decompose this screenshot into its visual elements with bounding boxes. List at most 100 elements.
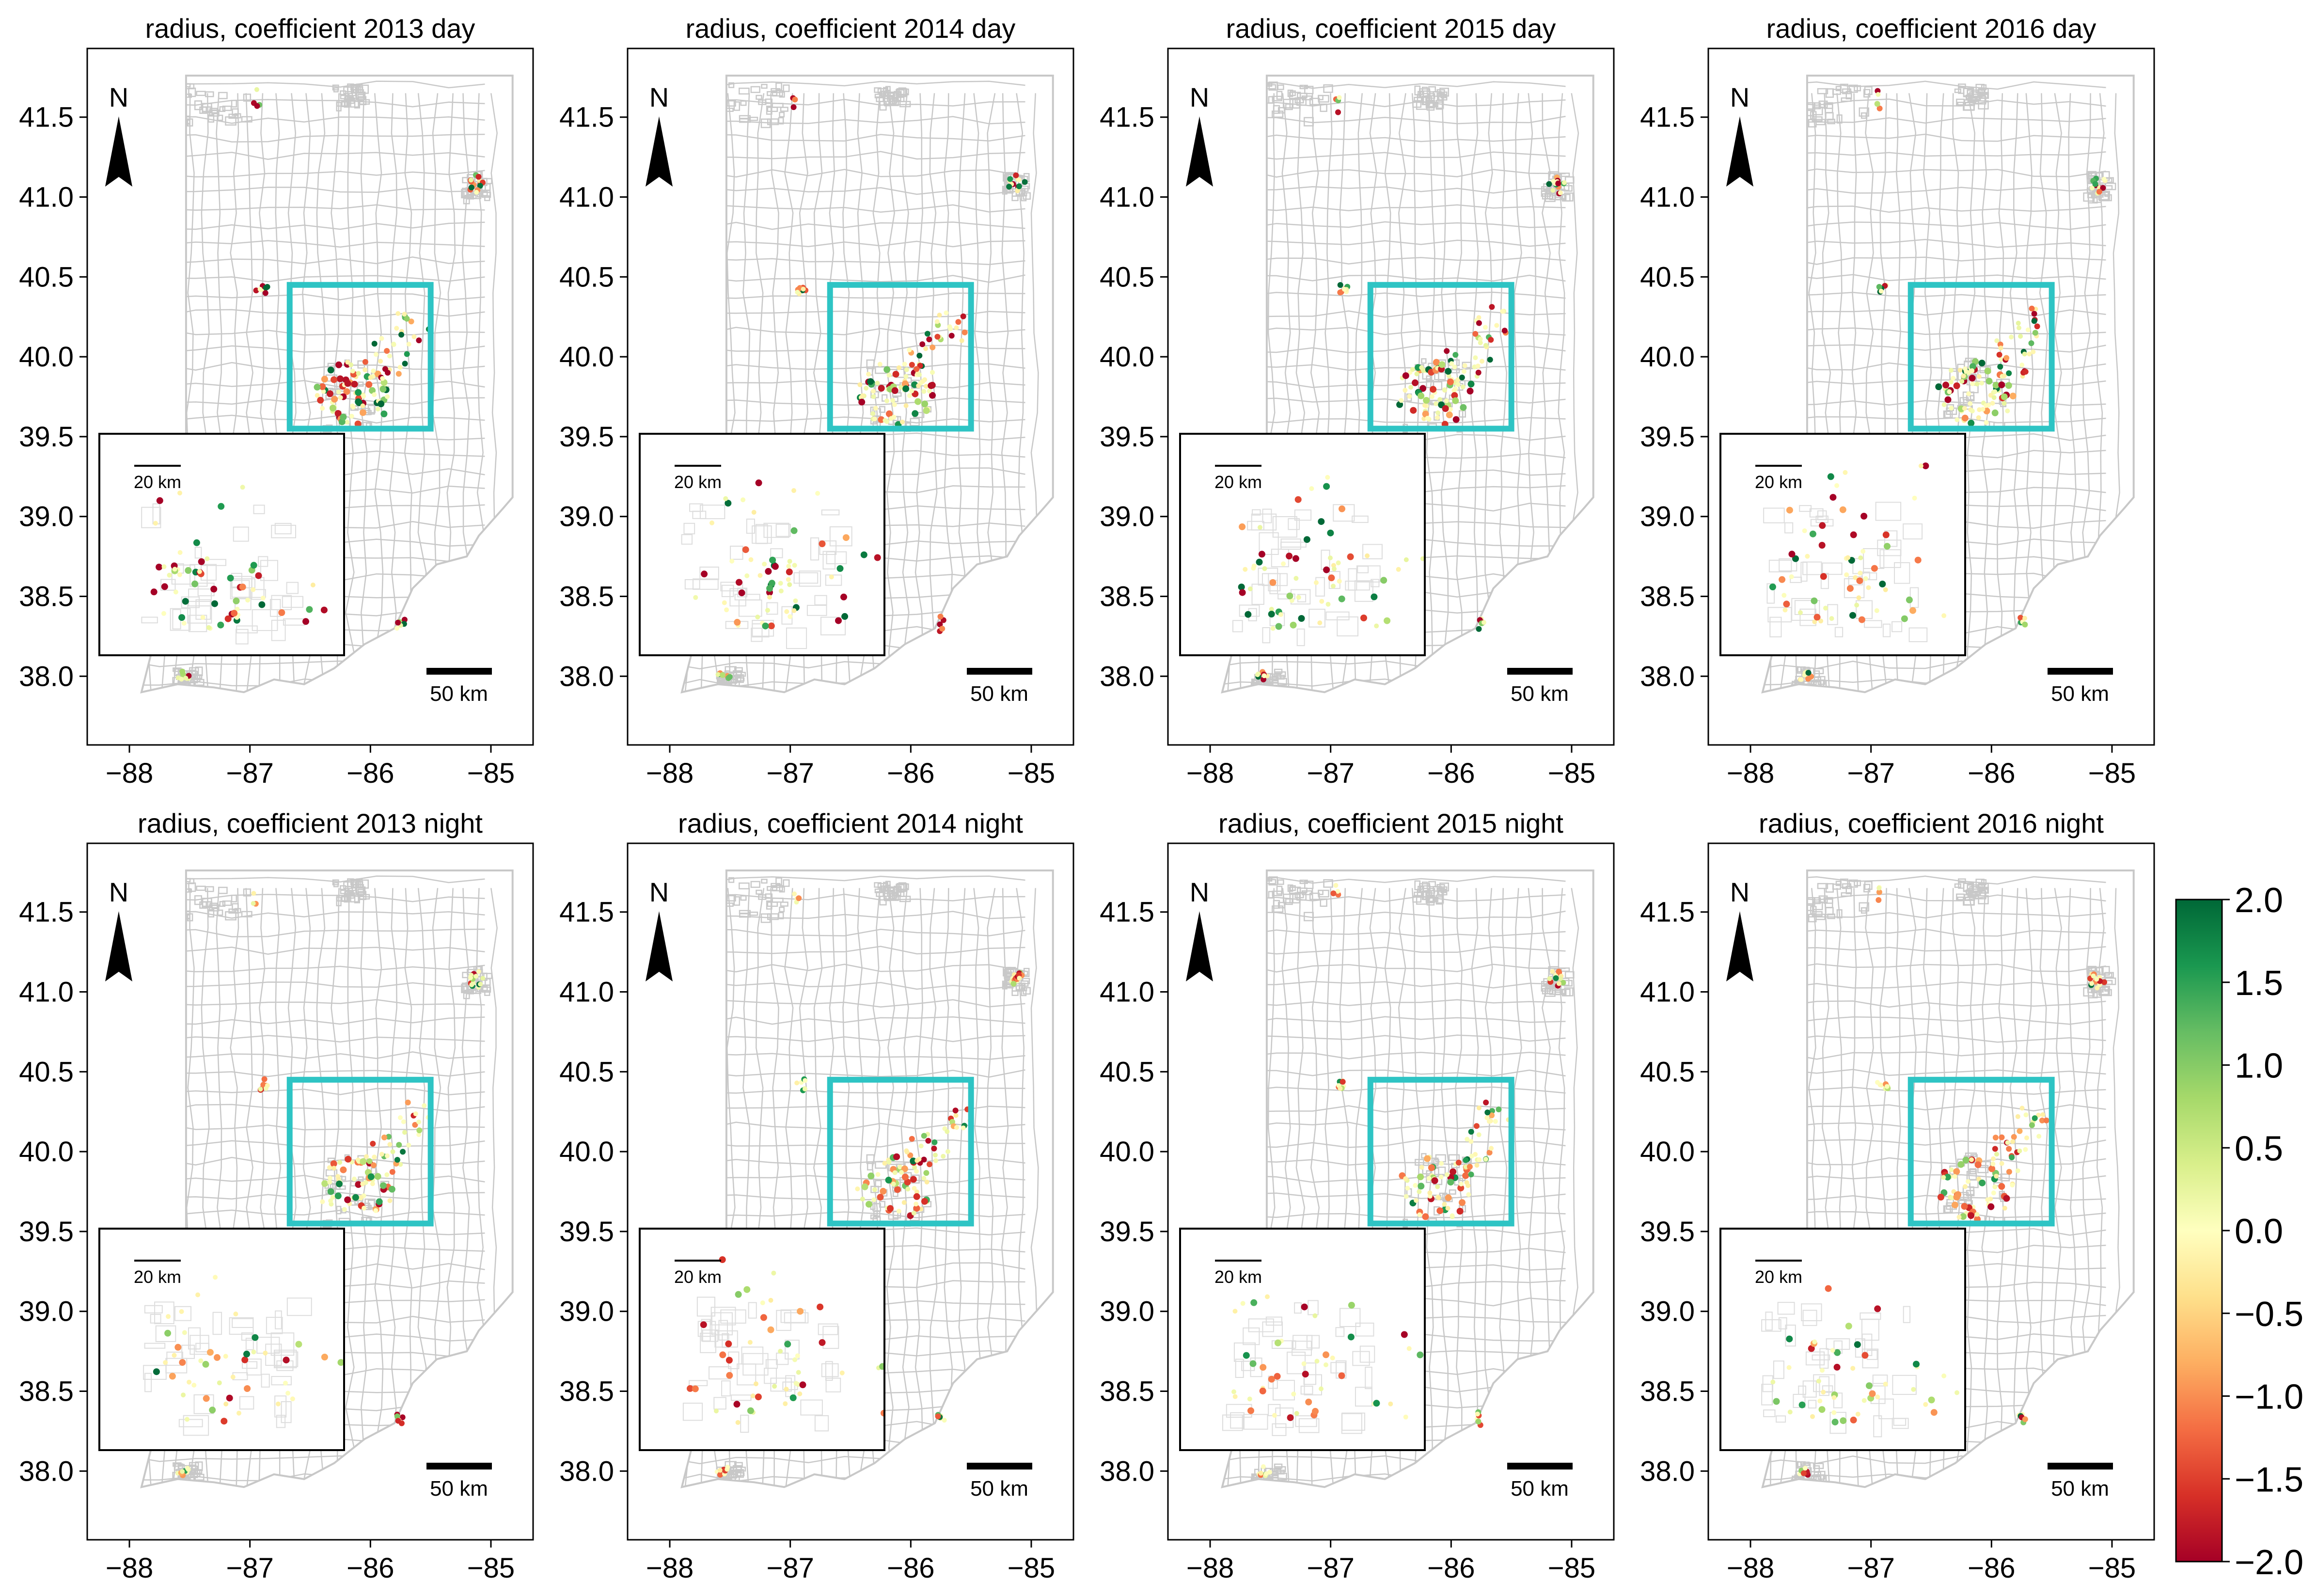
inset-point <box>182 1330 187 1335</box>
inset-point <box>217 1380 222 1386</box>
coefficient-point <box>1407 394 1412 399</box>
y-tick-label: 41.5 <box>1100 897 1154 928</box>
inset-point <box>692 1385 699 1392</box>
coefficient-point <box>2018 615 2024 621</box>
coefficient-point <box>2043 1117 2049 1123</box>
y-tick-label: 41.0 <box>559 182 614 213</box>
coefficient-point <box>795 289 800 295</box>
inset-point <box>1338 1372 1345 1379</box>
x-tick-label: −85 <box>1008 1552 1055 1584</box>
coefficient-point <box>2003 355 2010 361</box>
coefficient-point <box>1422 403 1427 408</box>
coefficient-point <box>2018 333 2023 339</box>
coefficient-point <box>1884 1084 1890 1089</box>
inset-point <box>1331 584 1336 589</box>
coefficient-point <box>1974 1161 1982 1169</box>
coefficient-point <box>1969 1157 1974 1162</box>
coefficient-point <box>1335 889 1340 894</box>
coefficient-point <box>725 1465 730 1470</box>
coefficient-point <box>1413 1183 1418 1188</box>
coefficient-point <box>861 1183 868 1190</box>
inset-point <box>797 1308 804 1315</box>
inset-map: 20 km <box>1719 433 1966 656</box>
inset-point <box>1347 553 1354 560</box>
inset-point <box>178 614 186 621</box>
coefficient-point <box>254 103 260 109</box>
coefficient-point <box>1483 343 1488 348</box>
coefficient-point <box>391 342 396 347</box>
inset-point <box>263 1350 268 1356</box>
coefficient-point <box>1417 1212 1422 1217</box>
colorbar-tick-label: 1.0 <box>2235 1047 2283 1086</box>
coefficient-point <box>1337 282 1343 288</box>
coefficient-point <box>468 184 474 190</box>
coefficient-point <box>2031 311 2037 317</box>
coefficient-point <box>1460 384 1466 390</box>
coefficient-point <box>1402 372 1409 379</box>
north-arrow: N <box>1726 82 1753 187</box>
y-tick-label: 39.5 <box>1640 1216 1695 1248</box>
coefficient-point <box>179 677 184 682</box>
inset-point <box>1312 1313 1318 1318</box>
y-tick-label: 39.0 <box>559 1296 614 1327</box>
inset-point <box>1819 522 1826 529</box>
inset-point <box>295 1341 302 1348</box>
coefficient-point <box>1803 1466 1808 1471</box>
x-tick-label: −86 <box>347 758 394 789</box>
inset-point <box>786 577 791 582</box>
coefficient-point <box>402 361 408 367</box>
inset-point <box>1314 1359 1320 1364</box>
inset-point <box>772 1384 777 1389</box>
inset-point <box>726 1372 733 1379</box>
inset-point <box>1245 611 1252 618</box>
inset-point <box>161 564 167 569</box>
inset-point <box>1941 613 1947 618</box>
inset-point <box>1786 1365 1792 1370</box>
inset-point <box>768 1297 773 1303</box>
coefficient-point <box>1433 359 1440 366</box>
coefficient-point <box>1953 1194 1960 1201</box>
coefficient-point <box>1468 1139 1474 1144</box>
inset-point <box>211 600 218 607</box>
inset-point <box>181 620 187 626</box>
coefficient-point <box>930 344 936 350</box>
colorbar-tick-label: −1.5 <box>2235 1460 2303 1499</box>
coefficient-point <box>954 325 959 331</box>
coefficient-point <box>918 1143 924 1149</box>
study-area-box <box>827 282 974 432</box>
coefficient-point <box>315 393 320 398</box>
coefficient-point <box>362 359 368 365</box>
coefficient-point <box>1970 381 1975 386</box>
inset-point <box>1911 1387 1916 1392</box>
coefficient-point <box>412 1122 418 1128</box>
inset-point <box>1317 620 1323 626</box>
inset-point <box>1843 470 1848 475</box>
coefficient-point <box>942 1418 947 1423</box>
coefficient-point <box>1493 1119 1498 1124</box>
inset-frame <box>1719 1228 1966 1451</box>
coefficient-point <box>2022 1416 2028 1422</box>
inset-point <box>1318 518 1325 525</box>
coefficient-point <box>338 395 343 400</box>
coefficient-point <box>253 287 259 294</box>
inset-point <box>879 1363 883 1370</box>
coefficient-point <box>1556 981 1561 986</box>
coefficient-point <box>405 1099 411 1106</box>
inset-point <box>1294 1411 1299 1416</box>
coefficient-point <box>1466 1164 1473 1170</box>
y-tick-label: 39.0 <box>19 501 74 533</box>
inset-point <box>748 557 754 562</box>
inset-point <box>1871 565 1878 572</box>
coefficient-point <box>1466 387 1474 395</box>
inset-point <box>1825 1285 1832 1292</box>
coefficient-point <box>355 398 362 405</box>
coefficient-point <box>336 375 344 382</box>
coefficient-point <box>903 403 909 408</box>
inset-point <box>1879 581 1886 587</box>
x-tick-label: −86 <box>1968 1552 2015 1584</box>
coefficient-point <box>2006 1169 2012 1175</box>
inset-point <box>736 579 742 586</box>
inset-point <box>1821 1390 1826 1395</box>
y-tick-label: 40.0 <box>1100 341 1154 373</box>
coefficient-point <box>2029 305 2035 312</box>
